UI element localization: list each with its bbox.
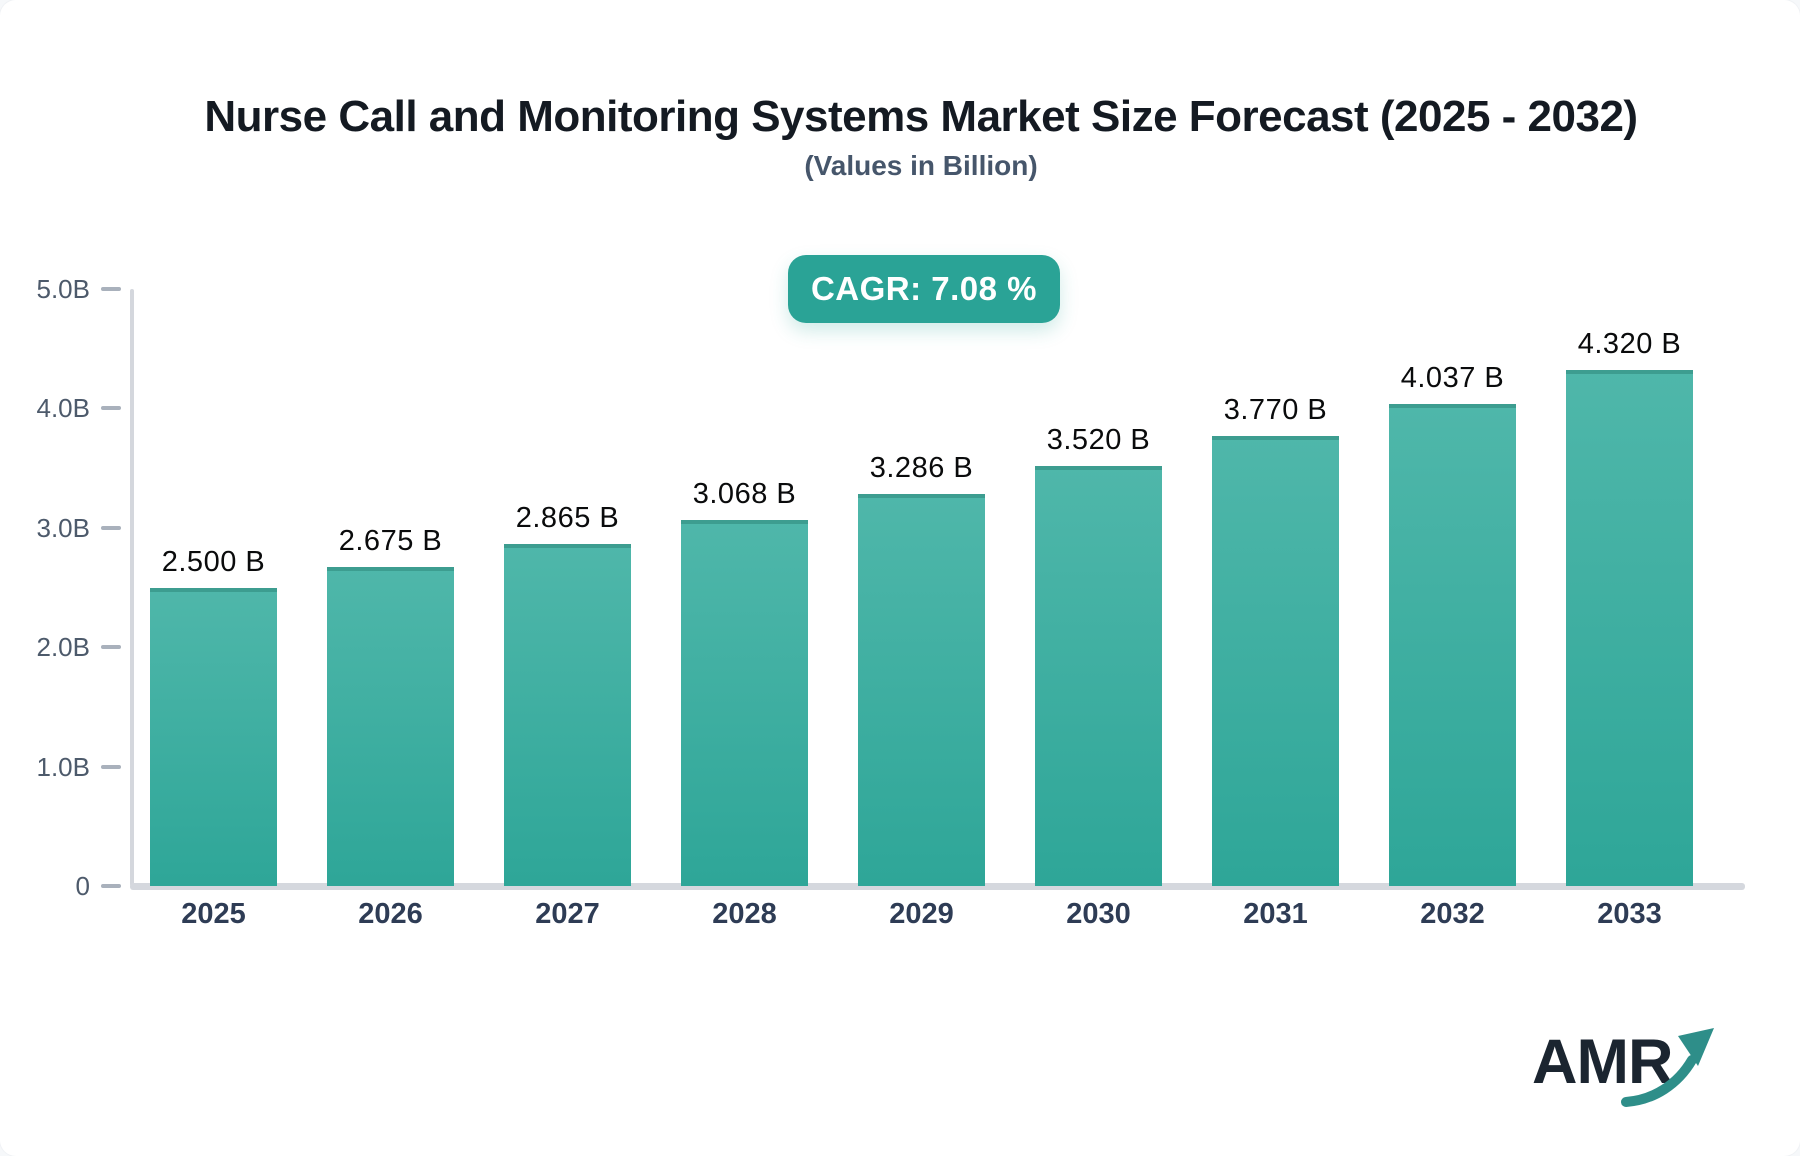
y-tick-label: 4.0B [36, 393, 91, 424]
cagr-badge: CAGR: 7.08 % [788, 255, 1060, 323]
bar-value-2032: 4.037 B [1400, 361, 1505, 394]
x-label-2032: 2032 [1420, 898, 1485, 930]
chart-title: Nurse Call and Monitoring Systems Market… [204, 92, 1638, 141]
y-tick-mark [101, 406, 121, 411]
x-label-2031: 2031 [1243, 898, 1308, 930]
x-label-2027: 2027 [535, 898, 600, 930]
bar-2025 [150, 587, 277, 886]
amr-logo: AMR [1532, 1026, 1722, 1116]
bar-2032 [1389, 403, 1516, 886]
y-axis-line [130, 289, 134, 886]
amr-logo-text: AMR [1532, 1027, 1673, 1097]
bar-value-2027: 2.865 B [515, 501, 620, 534]
y-tick-mark [101, 525, 121, 530]
bar-2028-side [808, 520, 817, 886]
bar-value-2033: 4.320 B [1577, 328, 1682, 361]
chart-subtitle: (Values in Billion) [804, 150, 1038, 181]
x-label-2030: 2030 [1066, 898, 1131, 930]
bar-2031-side [1198, 436, 1212, 886]
bar-2029 [858, 493, 985, 886]
growth-arrow-icon [1621, 1028, 1714, 1107]
bar-2030-side [1025, 466, 1035, 886]
x-label-2025: 2025 [181, 898, 246, 930]
y-tick-mark [101, 764, 121, 769]
y-tick-mark [101, 287, 121, 291]
y-tick-label: 0 [75, 871, 90, 901]
bar-2027 [504, 543, 631, 886]
y-tick-mark [101, 645, 121, 650]
x-label-2028: 2028 [712, 898, 777, 930]
bar-2028 [681, 519, 808, 886]
x-axis-baseline [130, 883, 1745, 890]
y-tick-label: 1.0B [36, 751, 91, 782]
bar-2033-side [1545, 370, 1566, 886]
bar-2026-side [454, 567, 471, 886]
bar-value-2030: 3.520 B [1046, 423, 1151, 456]
x-label-2026: 2026 [358, 898, 423, 930]
bar-2027-side [631, 544, 644, 886]
x-label-2033: 2033 [1597, 898, 1662, 930]
bar-value-2031: 3.770 B [1223, 393, 1328, 426]
cagr-badge-label: CAGR: 7.08 % [810, 270, 1038, 307]
x-label-2029: 2029 [889, 898, 954, 930]
bar-2033 [1566, 370, 1693, 886]
bar-2031 [1212, 435, 1339, 886]
y-tick-label: 3.0B [36, 512, 91, 543]
bar-value-2029: 3.286 B [869, 451, 974, 484]
y-tick-label: 2.0B [36, 632, 91, 663]
bar-2025-side [277, 588, 297, 887]
bar-value-2025: 2.500 B [161, 545, 266, 578]
y-tick-mark [101, 884, 121, 888]
bar-value-2026: 2.675 B [338, 524, 443, 557]
bar-value-2028: 3.068 B [692, 477, 797, 510]
bar-2032-side [1371, 404, 1389, 886]
bar-2030 [1035, 465, 1162, 886]
bar-2026 [327, 566, 454, 886]
y-tick-label: 5.0B [36, 274, 91, 304]
